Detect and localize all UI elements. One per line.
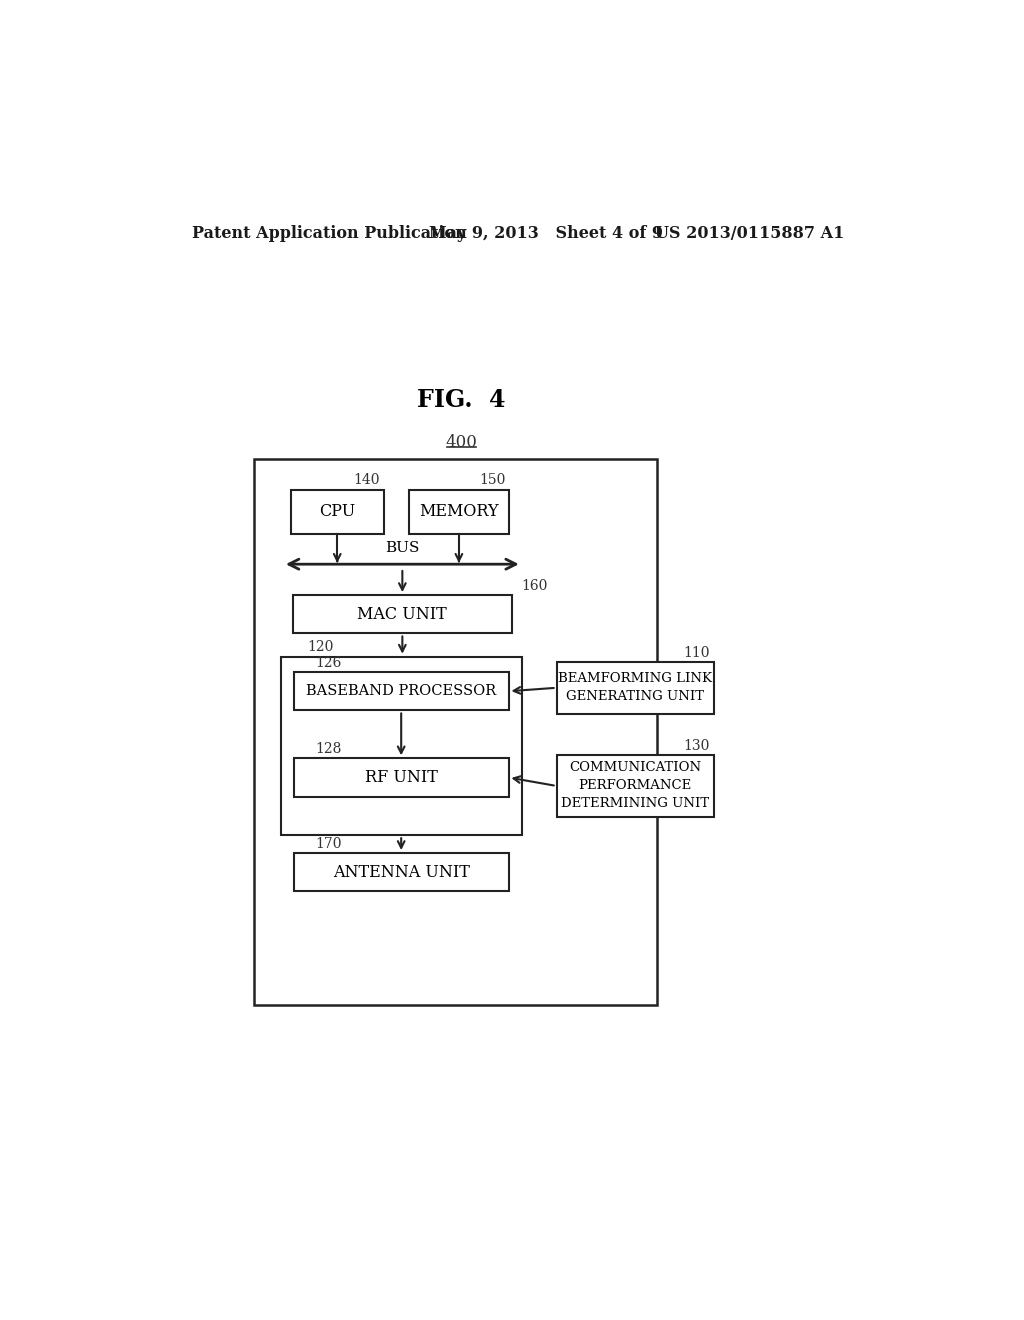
- Text: Patent Application Publication: Patent Application Publication: [191, 226, 466, 243]
- Text: 128: 128: [315, 742, 342, 756]
- Text: 170: 170: [315, 837, 342, 850]
- Text: 140: 140: [353, 473, 380, 487]
- Text: 150: 150: [479, 473, 506, 487]
- FancyBboxPatch shape: [281, 656, 522, 836]
- FancyBboxPatch shape: [409, 490, 509, 535]
- Text: May 9, 2013   Sheet 4 of 9: May 9, 2013 Sheet 4 of 9: [429, 226, 663, 243]
- Text: 126: 126: [315, 656, 342, 669]
- Text: 120: 120: [308, 640, 334, 655]
- FancyBboxPatch shape: [294, 758, 509, 797]
- FancyBboxPatch shape: [294, 672, 509, 710]
- Text: BUS: BUS: [385, 541, 420, 554]
- FancyBboxPatch shape: [254, 459, 656, 1006]
- Text: COMMUNICATION
PERFORMANCE
DETERMINING UNIT: COMMUNICATION PERFORMANCE DETERMINING UN…: [561, 762, 710, 810]
- Text: ANTENNA UNIT: ANTENNA UNIT: [333, 863, 470, 880]
- Text: FIG.  4: FIG. 4: [417, 388, 506, 412]
- Text: MEMORY: MEMORY: [419, 503, 499, 520]
- FancyBboxPatch shape: [557, 755, 714, 817]
- FancyBboxPatch shape: [294, 853, 509, 891]
- FancyBboxPatch shape: [557, 663, 714, 714]
- Text: 110: 110: [684, 645, 710, 660]
- Text: US 2013/0115887 A1: US 2013/0115887 A1: [655, 226, 845, 243]
- FancyBboxPatch shape: [291, 490, 384, 535]
- Text: CPU: CPU: [319, 503, 355, 520]
- Text: 160: 160: [521, 578, 547, 593]
- Text: BEAMFORMING LINK
GENERATING UNIT: BEAMFORMING LINK GENERATING UNIT: [558, 672, 713, 704]
- Text: RF UNIT: RF UNIT: [365, 770, 437, 785]
- Text: BASEBAND PROCESSOR: BASEBAND PROCESSOR: [306, 684, 497, 698]
- Text: MAC UNIT: MAC UNIT: [357, 606, 447, 623]
- Text: 400: 400: [445, 434, 477, 451]
- FancyBboxPatch shape: [293, 595, 512, 634]
- Text: 130: 130: [684, 739, 710, 752]
